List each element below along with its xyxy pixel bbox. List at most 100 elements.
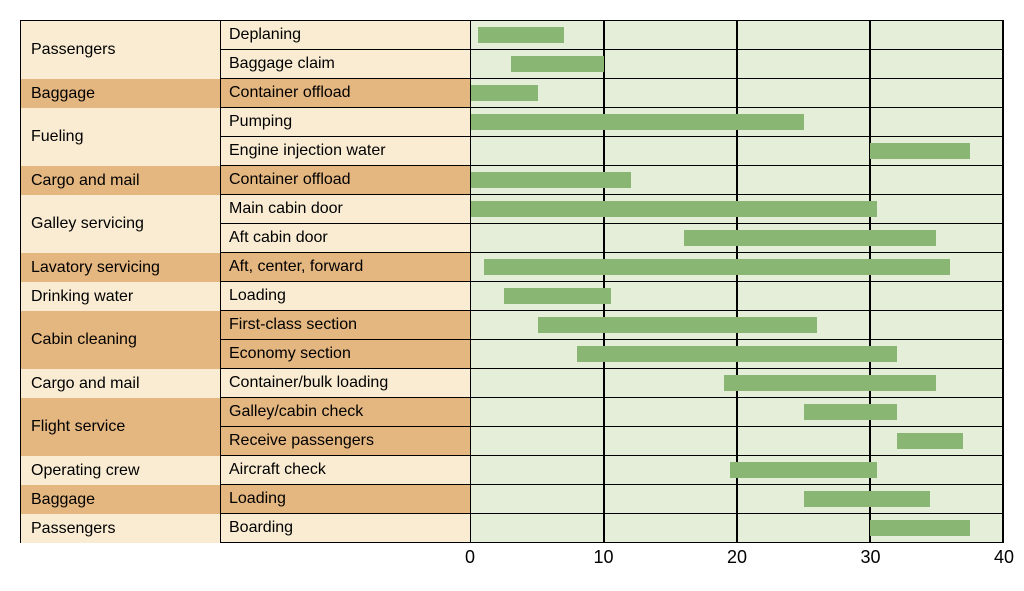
category-tasks: DeplaningBaggage claim [221,21,1003,79]
gridline [736,427,738,455]
task-row: Pumping [221,108,1003,137]
category-group: Cabin cleaningFirst-class sectionEconomy… [21,311,1003,369]
gridline [1002,21,1004,49]
gantt-lane [471,50,1003,78]
category-label: Fueling [21,108,221,166]
gridline [603,369,605,397]
gantt-bar [471,85,538,101]
gridline [736,398,738,426]
category-group: Operating crewAircraft check [21,456,1003,485]
gridline [1002,369,1004,397]
gridline [1002,282,1004,310]
category-tasks: Loading [221,282,1003,311]
gridline [736,79,738,107]
gridline [1002,398,1004,426]
gantt-bar [504,288,610,304]
category-label: Drinking water [21,282,221,311]
category-tasks: Main cabin doorAft cabin door [221,195,1003,253]
axis-tick-label: 10 [593,547,613,568]
category-label: Passengers [21,21,221,79]
task-label: Baggage claim [221,50,471,78]
gantt-chart: PassengersDeplaningBaggage claimBaggageC… [20,20,1004,543]
task-row: Aft, center, forward [221,253,1003,282]
category-label: Galley servicing [21,195,221,253]
gridline [603,21,605,49]
category-tasks: Aft, center, forward [221,253,1003,282]
category-tasks: Loading [221,485,1003,514]
task-label: Aircraft check [221,456,471,484]
gantt-bar [870,520,970,536]
gridline [736,485,738,513]
gridline [1002,514,1004,542]
category-group: Lavatory servicingAft, center, forward [21,253,1003,282]
task-row: Economy section [221,340,1003,369]
gantt-lane [471,369,1003,397]
gridline [603,137,605,165]
gridline [1002,427,1004,455]
task-label: Container offload [221,166,471,194]
category-label: Cargo and mail [21,166,221,195]
gantt-bar [511,56,604,72]
gridline [869,427,871,455]
gridline [603,224,605,252]
gantt-bar [577,346,896,362]
category-label: Baggage [21,79,221,108]
gridline [1002,108,1004,136]
task-label: Aft, center, forward [221,253,471,281]
gantt-lane [471,21,1003,49]
task-row: First-class section [221,311,1003,340]
category-tasks: Container/bulk loading [221,369,1003,398]
task-label: Engine injection water [221,137,471,165]
gridline [1002,195,1004,223]
gridline [1002,137,1004,165]
task-row: Receive passengers [221,427,1003,456]
category-tasks: Container offload [221,166,1003,195]
task-row: Main cabin door [221,195,1003,224]
gridline [869,79,871,107]
gridline [1002,79,1004,107]
category-tasks: Container offload [221,79,1003,108]
gridline [1002,50,1004,78]
gridline [1002,340,1004,368]
category-label: Operating crew [21,456,221,485]
axis-tick-label: 40 [994,547,1014,568]
gantt-lane [471,427,1003,455]
category-tasks: Aircraft check [221,456,1003,485]
gantt-bar [471,172,631,188]
task-row: Aft cabin door [221,224,1003,253]
task-label: Receive passengers [221,427,471,455]
gantt-bar [724,375,937,391]
task-label: Deplaning [221,21,471,49]
task-label: Aft cabin door [221,224,471,252]
gantt-bar [484,259,950,275]
task-row: Container/bulk loading [221,369,1003,398]
gridline [869,21,871,49]
task-row: Container offload [221,166,1003,195]
task-row: Deplaning [221,21,1003,50]
category-group: PassengersDeplaningBaggage claim [21,21,1003,79]
category-group: Drinking waterLoading [21,282,1003,311]
gridline [603,485,605,513]
gantt-lane [471,311,1003,339]
task-row: Aircraft check [221,456,1003,485]
category-group: Cargo and mailContainer/bulk loading [21,369,1003,398]
gantt-lane [471,79,1003,107]
category-label: Cargo and mail [21,369,221,398]
task-label: Container offload [221,79,471,107]
gantt-lane [471,137,1003,165]
gridline [603,398,605,426]
category-tasks: Galley/cabin checkReceive passengers [221,398,1003,456]
task-label: First-class section [221,311,471,339]
gridline [869,166,871,194]
category-group: BaggageContainer offload [21,79,1003,108]
category-label: Flight service [21,398,221,456]
task-label: Economy section [221,340,471,368]
category-group: Flight serviceGalley/cabin checkReceive … [21,398,1003,456]
gantt-lane [471,282,1003,310]
gantt-lane [471,224,1003,252]
gantt-lane [471,340,1003,368]
gantt-bar [684,230,937,246]
category-tasks: Boarding [221,514,1003,543]
gridline [736,50,738,78]
task-label: Main cabin door [221,195,471,223]
